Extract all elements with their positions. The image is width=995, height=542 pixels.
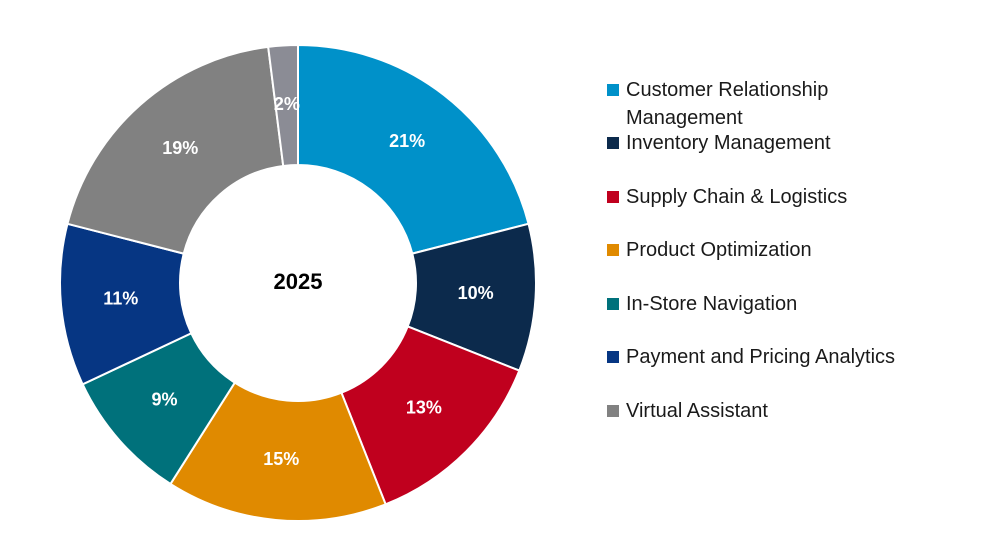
value-label: 15% bbox=[263, 449, 299, 469]
value-label: 19% bbox=[162, 138, 198, 158]
chart-title: 2025 bbox=[274, 269, 323, 294]
legend-swatch bbox=[607, 84, 619, 96]
legend-label: Supply Chain & Logistics bbox=[626, 186, 848, 208]
legend-item: Inventory Management bbox=[607, 129, 927, 157]
legend-swatch bbox=[607, 244, 619, 256]
legend-label: Inventory Management bbox=[626, 132, 831, 154]
legend-label: Payment and Pricing Analytics bbox=[626, 346, 896, 368]
legend-label: In-Store Navigation bbox=[626, 293, 798, 315]
legend-swatch bbox=[607, 137, 619, 149]
legend-item: Supply Chain & Logistics bbox=[607, 183, 927, 211]
legend-label: Virtual Assistant bbox=[626, 400, 768, 422]
slice bbox=[267, 43, 299, 168]
value-label: 2% bbox=[274, 94, 300, 114]
legend-swatch bbox=[607, 191, 619, 203]
legend-swatch bbox=[607, 298, 619, 310]
legend-item: Payment and Pricing Analytics bbox=[607, 343, 927, 371]
legend-item: Product Optimization bbox=[607, 236, 927, 264]
legend-label: Customer Relationship Management bbox=[626, 79, 829, 129]
slice bbox=[297, 43, 530, 255]
value-label: 21% bbox=[389, 131, 425, 151]
value-label: 13% bbox=[406, 398, 442, 418]
slice bbox=[169, 381, 387, 522]
legend-swatch bbox=[607, 351, 619, 363]
slice bbox=[66, 45, 285, 255]
value-label: 10% bbox=[458, 283, 494, 303]
legend-item: Virtual Assistant bbox=[607, 397, 927, 425]
legend-swatch bbox=[607, 405, 619, 417]
value-label: 11% bbox=[103, 289, 138, 309]
value-label: 9% bbox=[151, 389, 177, 409]
legend-item: Customer Relationship Management bbox=[607, 76, 927, 132]
slice bbox=[340, 325, 521, 506]
legend-item: In-Store Navigation bbox=[607, 290, 927, 318]
legend-label: Product Optimization bbox=[626, 239, 812, 261]
